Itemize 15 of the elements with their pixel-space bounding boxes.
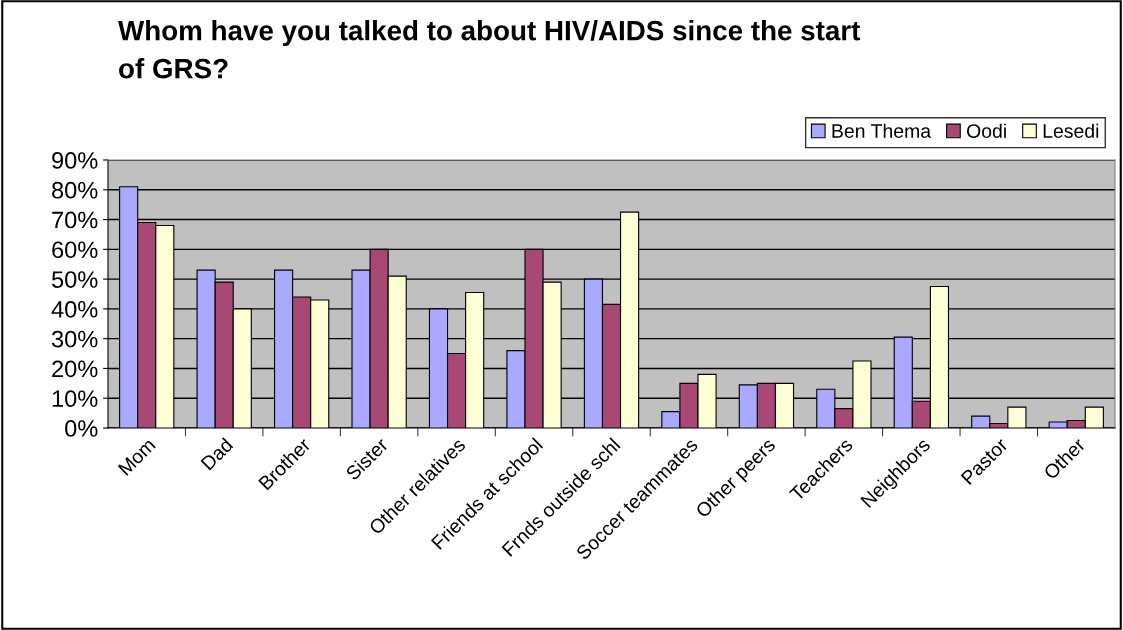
y-tick-label: 70% bbox=[52, 211, 98, 229]
legend-label: Oodi bbox=[967, 123, 1006, 138]
y-tick-label: 50% bbox=[51, 271, 98, 288]
legend-label: Ben Thema bbox=[832, 123, 932, 138]
y-tick-label: 20% bbox=[52, 360, 98, 378]
y-tick-label: 80% bbox=[52, 181, 98, 199]
legend-label: Lesedi bbox=[1043, 123, 1099, 138]
x-tick-label: Dad bbox=[200, 437, 234, 471]
y-tick-label: 60% bbox=[52, 241, 98, 259]
y-tick-label: 30% bbox=[51, 330, 98, 348]
y-tick-label: 10% bbox=[52, 390, 98, 408]
y-tick-label: 40% bbox=[51, 300, 98, 318]
y-tick-label: 0% bbox=[65, 420, 98, 437]
y-tick-label: 90% bbox=[52, 152, 98, 169]
chart-title: Whom have you talked to about HIV/AIDS since the start of GRS? bbox=[118, 20, 861, 79]
